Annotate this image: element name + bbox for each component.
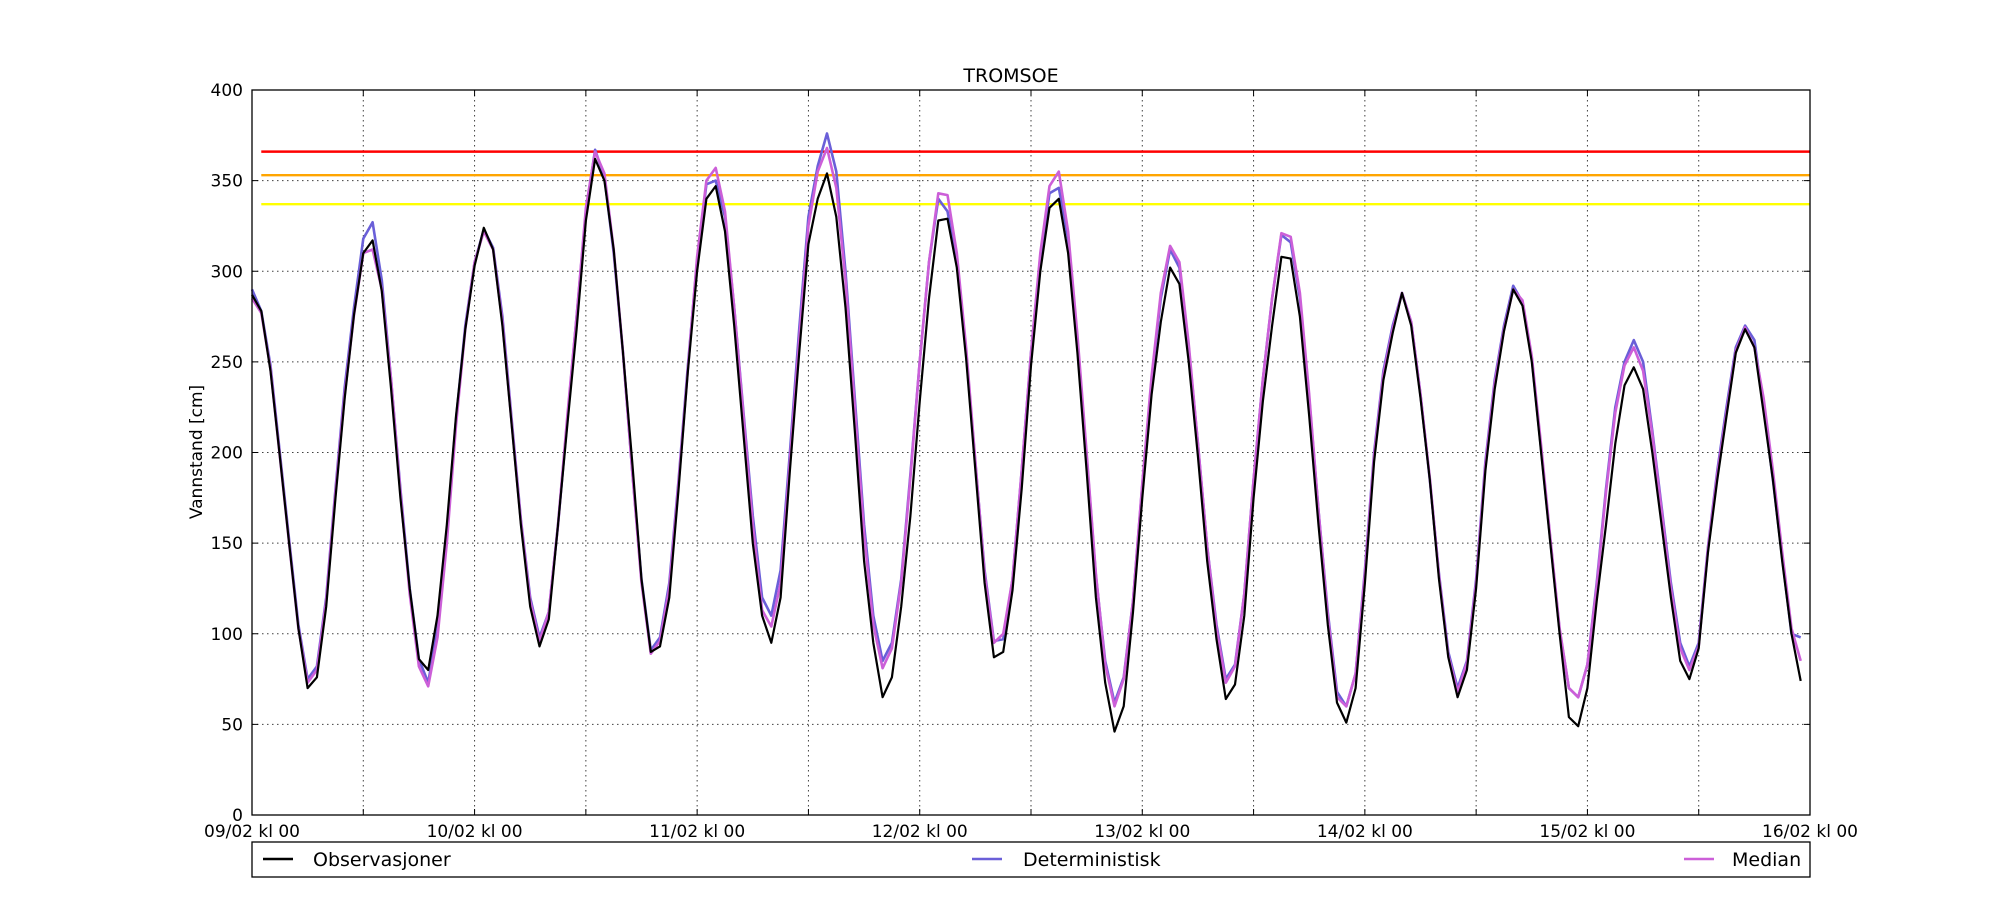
y-tick-label: 400 [211,81,243,101]
grid-lines [252,90,1810,815]
chart-title: TROMSOE [962,65,1058,87]
legend-frame [251,841,1811,878]
x-tick-label: 12/02 kl 00 [872,822,968,842]
x-tick-label: 16/02 kl 00 [1762,822,1858,842]
y-tick-label: 350 [211,172,243,192]
y-tick-label: 0 [232,806,243,826]
y-tick-label: 50 [221,715,243,735]
y-axis-ticks: 0 50 100 150 200 250 300 350 400 [211,81,1810,826]
y-axis-label: Vannstand [cm] [187,385,207,519]
series-lines [250,132,1802,733]
x-axis-ticks: 09/02 kl 00 10/02 kl 00 11/02 kl 00 12/02 k… [204,90,1858,842]
x-tick-label: 09/02 kl 00 [204,822,300,842]
y-tick-label: 250 [211,353,243,373]
legend: Observasjoner Deterministisk Median [251,841,1811,878]
x-tick-label: 14/02 kl 00 [1317,822,1413,842]
x-tick-label: 15/02 kl 00 [1539,822,1635,842]
y-tick-label: 200 [211,444,243,464]
legend-label-median: Median [1732,849,1801,871]
threshold-lines [261,150,1810,206]
y-tick-label: 100 [211,625,243,645]
legend-label-observasjoner: Observasjoner [313,849,451,871]
x-tick-label: 10/02 kl 00 [427,822,523,842]
y-tick-label: 300 [211,262,243,282]
y-tick-label: 150 [211,534,243,554]
x-tick-label: 11/02 kl 00 [649,822,745,842]
series-line-observasjoner [251,157,1802,733]
legend-label-deterministisk: Deterministisk [1023,849,1161,871]
x-tick-label: 13/02 kl 00 [1094,822,1190,842]
